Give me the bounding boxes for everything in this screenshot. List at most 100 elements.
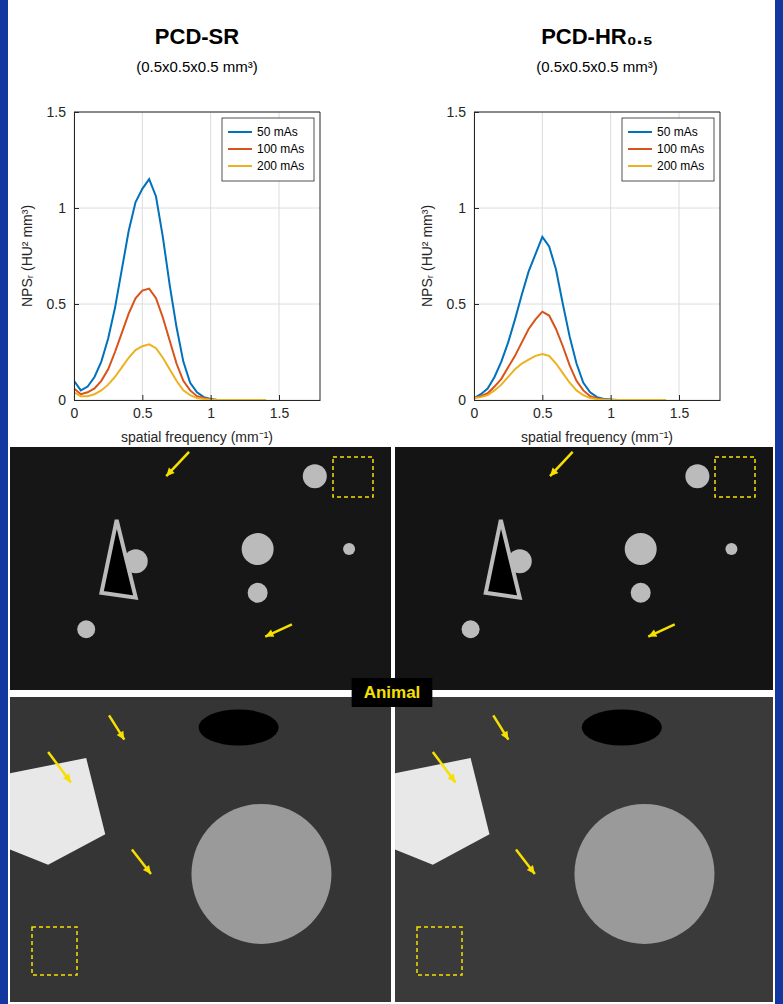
grid-line (542, 112, 543, 400)
arrow-shaft (433, 752, 456, 783)
arrow (48, 752, 71, 783)
background (0, 0, 783, 1004)
axis-line (74, 113, 75, 401)
image (395, 697, 773, 1002)
image (10, 447, 391, 690)
grid-line (474, 112, 720, 113)
arrow-head (448, 774, 456, 783)
frame (474, 112, 720, 113)
frame (720, 112, 721, 400)
panel-label-text: Animal (364, 683, 421, 702)
vessel (685, 464, 709, 488)
x-axis-title: spatial frequency (mm⁻¹) (521, 429, 673, 445)
vessel (248, 583, 268, 603)
tick-label: 0.5 (533, 405, 553, 421)
tick: 0.5 (533, 395, 553, 421)
gas (199, 710, 279, 746)
series-group (74, 179, 265, 400)
arrow-shaft (648, 624, 674, 636)
series-group (474, 237, 665, 400)
legend-label: 100 mAs (657, 142, 704, 156)
arrow-head (527, 865, 535, 874)
tick-label: 0.5 (47, 296, 67, 312)
legend-label: 200 mAs (657, 159, 704, 173)
bone (10, 758, 105, 865)
grid-line (210, 112, 211, 400)
tick: 0.5 (447, 296, 479, 312)
tick-label: 1.5 (47, 104, 67, 120)
arrow-shaft (265, 624, 292, 636)
vessel (631, 583, 651, 603)
arrow-head (265, 630, 274, 637)
y-axis-title: NPSᵣ (HU² mm³) (419, 205, 435, 307)
legend-swatch (628, 131, 652, 133)
legend-label: 100 mAs (257, 142, 304, 156)
series-line (74, 344, 265, 400)
arrow-head (648, 630, 657, 637)
tick-mark (474, 208, 479, 209)
tick-mark (474, 304, 479, 305)
tick-mark (74, 400, 79, 401)
legend-swatch (228, 148, 252, 150)
image (395, 447, 773, 690)
panel-label-box (352, 678, 433, 707)
series-line (474, 312, 665, 400)
grid-line (74, 400, 320, 401)
tick-mark (279, 395, 280, 400)
arrow (433, 752, 456, 783)
axis-line (75, 400, 321, 401)
tick-mark (611, 395, 612, 400)
legend-box (222, 118, 314, 181)
roi-box (715, 457, 755, 497)
arrow (648, 624, 674, 636)
arrow-head (501, 731, 509, 740)
tick-mark (542, 395, 543, 400)
grid-line (474, 304, 720, 305)
chart: PCD-HR₀.₅(0.5x0.5x0.5 mm³)00.511.500.511… (419, 24, 721, 445)
arrow (109, 715, 124, 739)
tick-mark (74, 208, 79, 209)
y-axis-title: NPSᵣ (HU² mm³) (19, 205, 35, 307)
vessel (77, 620, 95, 638)
airway (101, 520, 135, 598)
legend-swatch (228, 165, 252, 167)
series-line (474, 354, 665, 400)
airway (486, 520, 520, 598)
arrow-head (117, 731, 125, 740)
tick: 0.5 (47, 296, 79, 312)
grid-line (610, 112, 611, 400)
axis-line (474, 113, 475, 401)
arrow (516, 850, 535, 874)
grid-line (142, 112, 143, 400)
legend: 50 mAs100 mAs200 mAs (622, 118, 714, 181)
arrow (265, 624, 292, 636)
arrow (550, 452, 573, 476)
series-line (74, 289, 265, 400)
vessel (303, 464, 327, 488)
kidney (574, 804, 714, 944)
tick-label: 0 (71, 405, 79, 421)
frame (320, 112, 321, 400)
grid-line (474, 208, 720, 209)
axis-line (475, 400, 721, 401)
arrow (132, 850, 151, 874)
tick: 1 (607, 395, 615, 421)
arrow-head (550, 468, 558, 477)
x-axis: 00.511.5 (471, 395, 721, 421)
series-line (74, 179, 265, 400)
tick-mark (142, 395, 143, 400)
tick-label: 1 (207, 405, 215, 421)
arrow-shaft (166, 452, 189, 476)
tick-mark (679, 395, 680, 400)
chart-title: PCD-HR₀.₅ (541, 24, 653, 49)
tick-label: 0.5 (133, 405, 153, 421)
arrow-shaft (48, 752, 71, 783)
arrow (166, 452, 189, 476)
vessel (625, 533, 657, 565)
tick: 1.5 (270, 395, 290, 421)
image-panel (10, 697, 391, 1002)
chart-subtitle: (0.5x0.5x0.5 mm³) (136, 58, 258, 75)
tick-mark (211, 395, 212, 400)
arrow-head (63, 774, 71, 783)
plot-area (474, 112, 720, 400)
